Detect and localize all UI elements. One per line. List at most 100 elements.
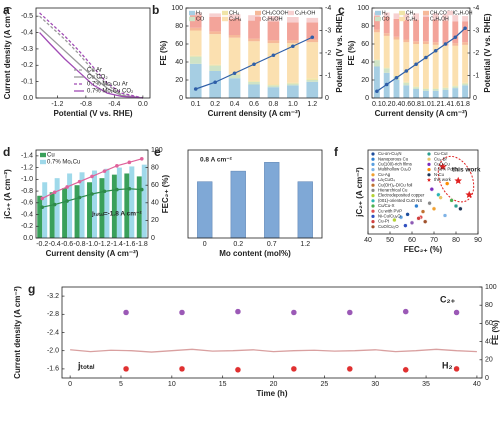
scatter-point bbox=[442, 213, 448, 218]
scatter-point bbox=[427, 200, 432, 206]
scatter-point bbox=[234, 308, 242, 315]
x-tick-label: 1.2 bbox=[300, 241, 310, 248]
legend-label: Cu bbox=[47, 153, 55, 159]
legend-swatch bbox=[427, 173, 431, 177]
bar bbox=[267, 87, 280, 98]
legend-swatch bbox=[371, 204, 375, 208]
y-tick-label: -2.0 bbox=[47, 348, 59, 355]
panel-label: d bbox=[3, 145, 10, 159]
bar bbox=[189, 55, 202, 57]
legend-swatch bbox=[371, 194, 375, 198]
bar bbox=[432, 44, 439, 89]
x-tick-label: 0.2 bbox=[210, 101, 220, 108]
legend-swatch bbox=[423, 16, 429, 22]
x-tick-label: -1.0 bbox=[86, 241, 98, 248]
y-tick-label: -1.4 bbox=[21, 153, 33, 160]
x-tick-label: 0 bbox=[68, 381, 72, 388]
legend-swatch bbox=[371, 209, 375, 213]
bar bbox=[248, 80, 260, 82]
y-tick-label: -1.2 bbox=[21, 164, 33, 171]
x-tick-label: 25 bbox=[320, 381, 328, 388]
bar bbox=[422, 44, 429, 89]
x-tick-label: -0.4 bbox=[108, 101, 120, 108]
bar bbox=[248, 15, 260, 21]
bar bbox=[422, 89, 429, 91]
scatter-point bbox=[414, 203, 419, 209]
bar bbox=[383, 67, 390, 69]
bar bbox=[393, 80, 400, 98]
bar bbox=[264, 162, 280, 239]
bar bbox=[306, 81, 319, 98]
x-axis-label: Current density (A cm⁻²) bbox=[375, 109, 468, 118]
bar bbox=[209, 31, 221, 35]
bar bbox=[373, 66, 380, 98]
y2-tick-label: 20 bbox=[485, 357, 493, 364]
bar bbox=[432, 90, 439, 98]
series-line bbox=[70, 348, 477, 353]
x-tick-label: -0.6 bbox=[61, 241, 73, 248]
bar bbox=[403, 13, 410, 20]
series-line bbox=[39, 32, 143, 99]
scatter-point bbox=[122, 309, 130, 316]
y2-tick-label: -3 bbox=[473, 27, 479, 34]
highlight-ellipse bbox=[437, 155, 475, 203]
annotation: jₜₒₜₐₗ=-1.8 A cm⁻² bbox=[91, 211, 142, 218]
bar bbox=[403, 39, 410, 43]
bar bbox=[189, 30, 202, 56]
y2-tick-label: -1 bbox=[473, 72, 479, 79]
bar bbox=[248, 38, 260, 42]
series-point bbox=[115, 164, 119, 168]
bar bbox=[287, 17, 299, 23]
series-point bbox=[213, 80, 217, 85]
panel-label: g bbox=[28, 282, 35, 296]
legend-swatch bbox=[40, 152, 46, 158]
y-tick-label: -0.3 bbox=[21, 46, 33, 53]
series-point bbox=[77, 179, 82, 184]
bar bbox=[432, 88, 439, 89]
bar bbox=[373, 59, 380, 61]
bar bbox=[79, 172, 85, 238]
legend-swatch bbox=[222, 10, 228, 16]
x-tick-label: -0.8 bbox=[74, 241, 86, 248]
series-point bbox=[404, 69, 409, 73]
series-point bbox=[453, 35, 458, 40]
series-point bbox=[139, 187, 144, 192]
series-point bbox=[65, 199, 69, 203]
legend-label: 0.68% Pd-Cu bbox=[434, 167, 460, 172]
legend-swatch bbox=[427, 168, 431, 172]
annotation: jₜₒₜₐₗ bbox=[77, 360, 95, 370]
scatter-point bbox=[453, 309, 460, 316]
y-tick-label: -0.5 bbox=[21, 13, 33, 20]
series-point bbox=[232, 71, 237, 76]
y-tick-label: -0.2 bbox=[21, 62, 33, 69]
series-point bbox=[310, 35, 315, 40]
series-line bbox=[39, 12, 144, 99]
bar bbox=[189, 12, 202, 16]
legend-label: Electrodeposited copper bbox=[378, 193, 425, 198]
x-tick-label: 0.0 bbox=[138, 101, 148, 108]
legend-swatch bbox=[427, 162, 431, 166]
scatter-point bbox=[453, 365, 460, 373]
bar bbox=[228, 78, 241, 98]
x-tick-label: 1.8 bbox=[460, 101, 470, 108]
x-tick-label: 10 bbox=[168, 381, 176, 388]
legend-label: La₂CuO₄ bbox=[378, 177, 395, 182]
series-point bbox=[90, 174, 94, 179]
legend-label: Hierarchical Cu bbox=[378, 188, 408, 193]
bar bbox=[209, 65, 221, 71]
x-tick-label: 0.1 bbox=[372, 101, 382, 108]
x-tick-label: 15 bbox=[219, 381, 227, 388]
bar bbox=[393, 36, 400, 40]
legend-label: C₂H₄ bbox=[406, 16, 417, 22]
bar bbox=[452, 43, 459, 46]
scatter-point bbox=[431, 206, 437, 212]
scatter-point bbox=[458, 206, 463, 212]
bar bbox=[403, 81, 410, 83]
y-tick-label: 100 bbox=[357, 5, 369, 12]
y-tick-label: -3.2 bbox=[47, 293, 59, 300]
bar bbox=[422, 12, 429, 19]
bar bbox=[393, 39, 400, 76]
legend-swatch bbox=[399, 16, 405, 22]
legend-label: Cu-CuI bbox=[434, 151, 448, 156]
bar bbox=[442, 14, 449, 21]
